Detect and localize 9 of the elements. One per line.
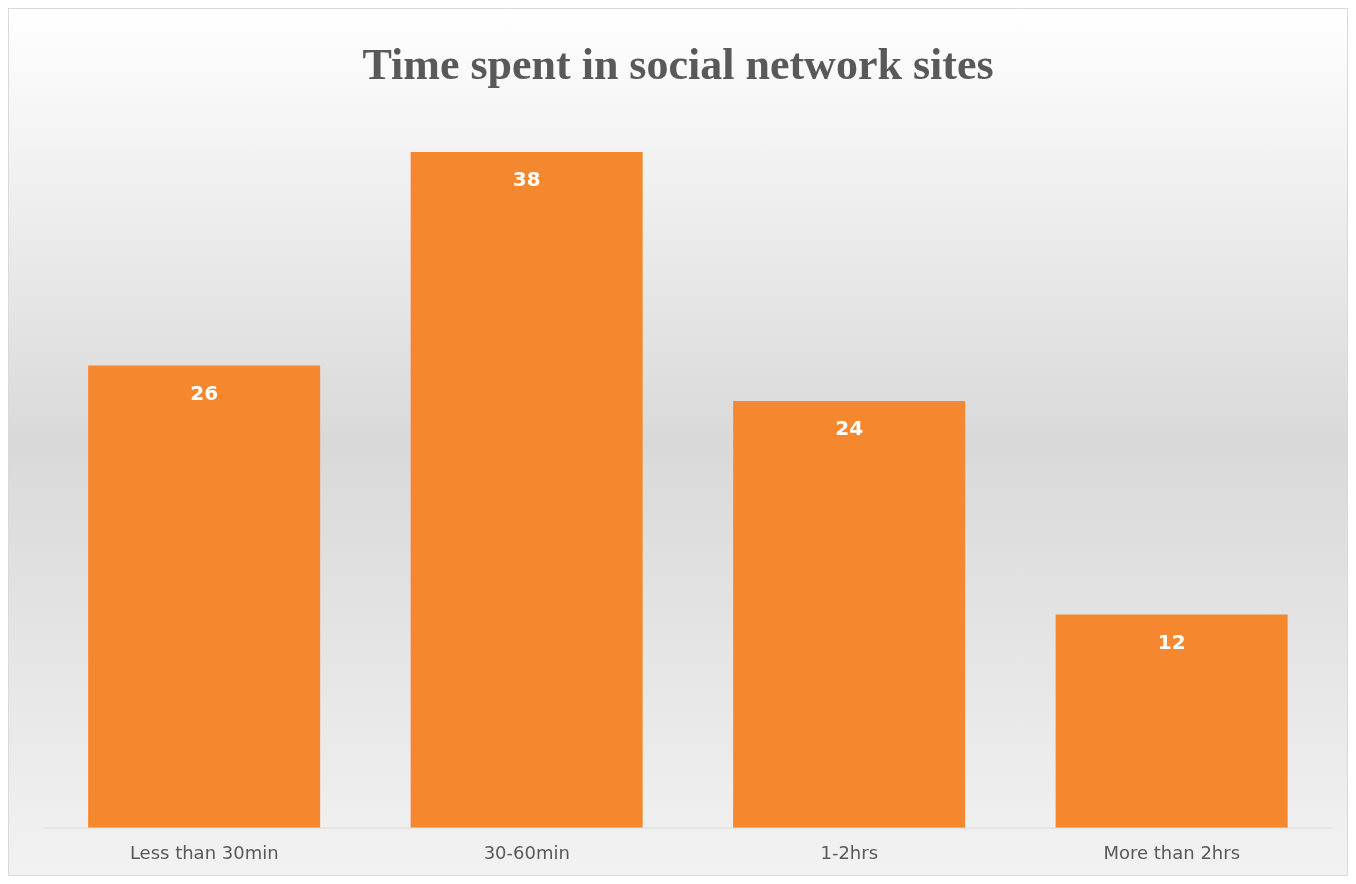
data-label: 24 bbox=[835, 416, 864, 441]
x-tick-label: 30-60min bbox=[483, 841, 570, 863]
chart-title: Time spent in social network sites bbox=[361, 39, 995, 90]
x-tick-label: 1-2hrs bbox=[820, 841, 879, 863]
x-tick-label: Less than 30min bbox=[129, 841, 279, 863]
data-label: 38 bbox=[512, 167, 541, 192]
data-label: 26 bbox=[190, 380, 219, 405]
data-label: 12 bbox=[1157, 629, 1186, 654]
x-tick-label: More than 2hrs bbox=[1103, 841, 1241, 863]
